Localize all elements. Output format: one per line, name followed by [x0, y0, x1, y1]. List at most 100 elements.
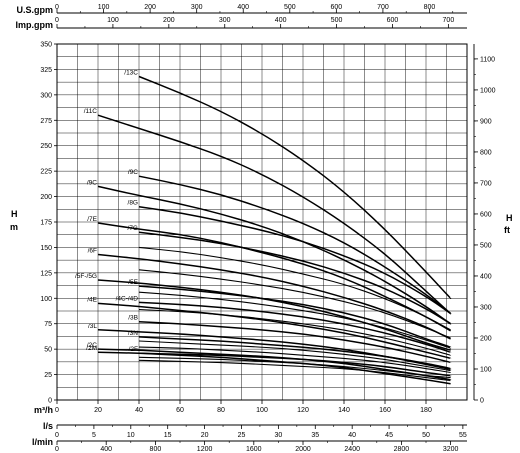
left-axis-title-h: H [11, 209, 18, 219]
m3h-tick-label: 40 [135, 407, 143, 414]
left-tick-label: 150 [40, 245, 52, 252]
curve-unlabelled [138, 246, 451, 331]
lmin-tick-label: 400 [100, 446, 112, 453]
curve-label: /11C [84, 108, 98, 115]
left-tick-label: 275 [40, 118, 52, 125]
imp-gpm-tick-label: 600 [387, 17, 399, 24]
curve-labels: /13C/11C/9C/9C/8G/7E/7G/6F/5E/5F-/5G/4C-… [75, 70, 139, 354]
left-tick-label: 325 [40, 67, 52, 74]
right-tick-label: 1000 [480, 87, 496, 94]
right-tick-label: 800 [480, 149, 492, 156]
curve-label: /4C-/4D [116, 295, 139, 302]
curve-label: /2F [129, 346, 138, 353]
curve-13c [138, 75, 452, 300]
left-tick-label: 0 [48, 398, 52, 405]
lmin-tick-label: 800 [150, 446, 162, 453]
us-gpm-tick-label: 400 [237, 4, 249, 11]
ls-tick-label: 50 [422, 432, 430, 439]
curve-label: /8G [128, 200, 138, 207]
left-tick-label: 200 [40, 194, 52, 201]
right-tick-label: 900 [480, 118, 492, 125]
m3h-tick-label: 0 [55, 407, 59, 414]
curve-label: /7E [87, 216, 97, 223]
curve-unlabelled [138, 340, 452, 372]
curve-unlabelled [138, 359, 452, 382]
ls-tick-label: 30 [274, 432, 282, 439]
us-gpm-axis-title: U.S.gpm [16, 5, 53, 15]
left-tick-label: 300 [40, 92, 52, 99]
m3h-tick-label: 80 [217, 407, 225, 414]
ls-tick-label: 45 [385, 432, 393, 439]
ls-tick-label: 35 [311, 432, 319, 439]
left-tick-label: 25 [44, 372, 52, 379]
left-tick-label: 175 [40, 220, 52, 227]
ls-tick-label: 55 [459, 432, 467, 439]
curve-4e [97, 302, 452, 360]
right-tick-label: 400 [480, 273, 492, 280]
ls-tick-label: 25 [238, 432, 246, 439]
us-gpm-tick-label: 600 [331, 4, 343, 11]
m3h-tick-label: 180 [420, 407, 432, 414]
right-tick-label: 500 [480, 242, 492, 249]
curve-label: /2C [87, 342, 97, 349]
m3h-tick-label: 140 [338, 407, 350, 414]
right-tick-label: 700 [480, 180, 492, 187]
curve-label: /9C [128, 169, 138, 176]
curve-5f5g [97, 279, 451, 351]
us-gpm-tick-label: 100 [98, 4, 110, 11]
curve-unlabelled [138, 356, 451, 379]
right-tick-label: 200 [480, 335, 492, 342]
m3h-tick-label: 160 [379, 407, 391, 414]
ls-tick-label: 20 [201, 432, 209, 439]
imp-gpm-tick-label: 300 [219, 17, 231, 24]
curve-unlabelled [138, 308, 452, 356]
curve-label: /5E [128, 279, 138, 286]
left-axis-title-m: m [10, 222, 18, 232]
right-tick-label: 300 [480, 304, 492, 311]
lmin-tick-label: 2400 [344, 446, 360, 453]
curve-label: /3L [88, 323, 97, 330]
left-tick-label: 350 [40, 42, 52, 49]
curve-8g [138, 205, 452, 315]
right-axis-title-ft: ft [504, 225, 510, 235]
imp-gpm-tick-label: 400 [275, 17, 287, 24]
right-tick-label: 100 [480, 366, 492, 373]
lmin-tick-label: 3200 [443, 446, 459, 453]
curve-unlabelled [138, 269, 451, 339]
curve-label: /4E [87, 296, 97, 303]
right-tick-label: 1100 [480, 56, 495, 63]
us-gpm-tick-label: 500 [284, 4, 296, 11]
curve-7e [97, 222, 451, 332]
curve-3b [138, 320, 452, 364]
imp-gpm-tick-label: 700 [443, 17, 455, 24]
right-tick-label: 0 [480, 398, 484, 405]
axes: 0255075100125150175200225250275300325350… [16, 4, 496, 453]
lmin-tick-label: 1200 [197, 446, 213, 453]
imp-gpm-tick-label: 500 [331, 17, 343, 24]
lmin-tick-label: 2000 [295, 446, 311, 453]
ls-tick-label: 15 [164, 432, 172, 439]
curve-label: /3N [128, 330, 138, 337]
us-gpm-tick-label: 700 [377, 4, 389, 11]
imp-gpm-tick-label: 0 [55, 17, 59, 24]
us-gpm-tick-label: 300 [191, 4, 203, 11]
grid [56, 43, 468, 401]
curve-9c [97, 185, 452, 325]
curve-11c [97, 114, 452, 315]
curve-unlabelled [138, 346, 451, 374]
imp-gpm-axis-title: Imp.gpm [16, 20, 54, 30]
lmin-axis-title: l/min [32, 437, 53, 447]
ls-tick-label: 10 [127, 432, 135, 439]
m3h-tick-label: 100 [256, 407, 268, 414]
us-gpm-tick-label: 200 [144, 4, 156, 11]
curve-label: /6F [88, 248, 97, 255]
m3h-axis-title: m³/h [34, 405, 53, 415]
lmin-tick-label: 0 [55, 446, 59, 453]
left-tick-label: 250 [40, 143, 52, 150]
us-gpm-tick-label: 800 [424, 4, 436, 11]
ls-tick-label: 5 [92, 432, 96, 439]
curve-9c [138, 175, 452, 315]
curve-4c4d [138, 301, 452, 353]
curve-label: /3B [128, 315, 138, 322]
